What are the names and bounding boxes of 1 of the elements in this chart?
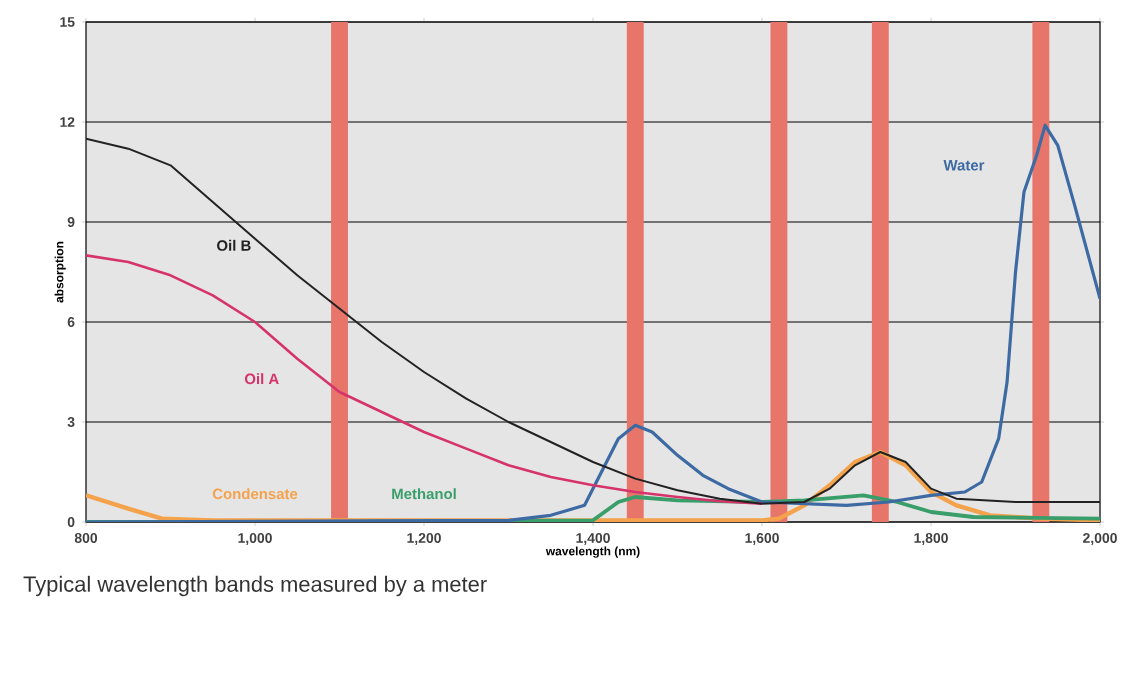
text: Typical wavelength bands measured by a meter: [23, 575, 487, 597]
